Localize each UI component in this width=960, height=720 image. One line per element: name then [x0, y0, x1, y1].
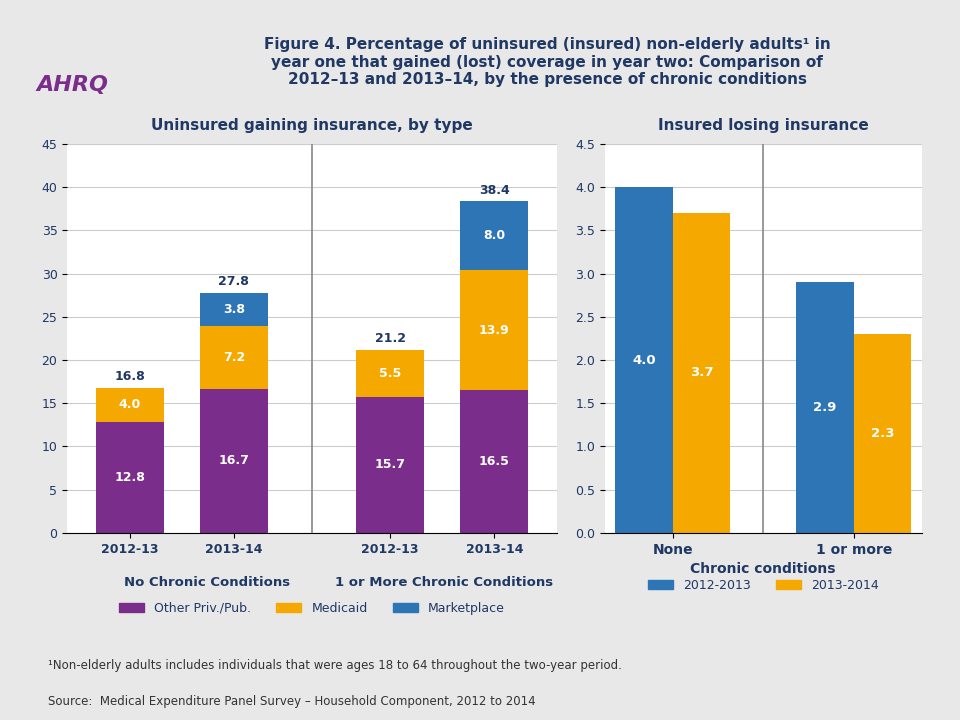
Title: Insured losing insurance: Insured losing insurance — [658, 118, 869, 133]
Bar — [461, 201, 528, 270]
X-axis label: Chronic conditions: Chronic conditions — [690, 562, 836, 576]
Text: 15.7: 15.7 — [374, 459, 406, 472]
Legend: Other Priv./Pub., Medicaid, Marketplace: Other Priv./Pub., Medicaid, Marketplace — [114, 597, 510, 620]
Bar — [461, 390, 528, 533]
Title: Uninsured gaining insurance, by type: Uninsured gaining insurance, by type — [151, 118, 473, 133]
Text: 4.0: 4.0 — [633, 354, 656, 366]
Bar — [673, 213, 730, 533]
Bar — [853, 334, 911, 533]
Text: 2.9: 2.9 — [813, 401, 837, 414]
Text: Source:  Medical Expenditure Panel Survey – Household Component, 2012 to 2014: Source: Medical Expenditure Panel Survey… — [48, 695, 536, 708]
Text: 4.0: 4.0 — [119, 398, 141, 411]
Text: 12.8: 12.8 — [114, 471, 145, 484]
Bar — [96, 422, 163, 533]
Text: 16.5: 16.5 — [479, 455, 510, 468]
Text: 8.0: 8.0 — [483, 229, 505, 242]
Bar — [200, 389, 268, 533]
Text: 7.2: 7.2 — [223, 351, 245, 364]
Bar — [356, 397, 424, 533]
Bar — [96, 387, 163, 422]
Bar — [356, 350, 424, 397]
Bar — [200, 326, 268, 389]
Text: ¹Non-elderly adults includes individuals that were ages 18 to 64 throughout the : ¹Non-elderly adults includes individuals… — [48, 659, 622, 672]
Text: 38.4: 38.4 — [479, 184, 510, 197]
Bar — [200, 294, 268, 326]
Text: 16.8: 16.8 — [114, 370, 145, 383]
Text: AHRQ: AHRQ — [36, 75, 108, 95]
Text: 27.8: 27.8 — [219, 275, 250, 288]
Text: 5.5: 5.5 — [379, 367, 401, 380]
Bar — [615, 187, 673, 533]
Text: 3.7: 3.7 — [689, 366, 713, 379]
Text: 16.7: 16.7 — [219, 454, 250, 467]
Text: 3.8: 3.8 — [223, 303, 245, 316]
Legend: 2012-2013, 2013-2014: 2012-2013, 2013-2014 — [643, 574, 883, 597]
Text: 2.3: 2.3 — [871, 427, 894, 440]
Text: 1 or More Chronic Conditions: 1 or More Chronic Conditions — [335, 575, 553, 588]
Bar — [797, 282, 853, 533]
Text: No Chronic Conditions: No Chronic Conditions — [124, 575, 290, 588]
Text: 13.9: 13.9 — [479, 324, 510, 337]
Text: 21.2: 21.2 — [374, 333, 406, 346]
Text: Figure 4. Percentage of uninsured (insured) non-elderly adults¹ in
year one that: Figure 4. Percentage of uninsured (insur… — [264, 37, 830, 87]
Bar — [461, 270, 528, 390]
